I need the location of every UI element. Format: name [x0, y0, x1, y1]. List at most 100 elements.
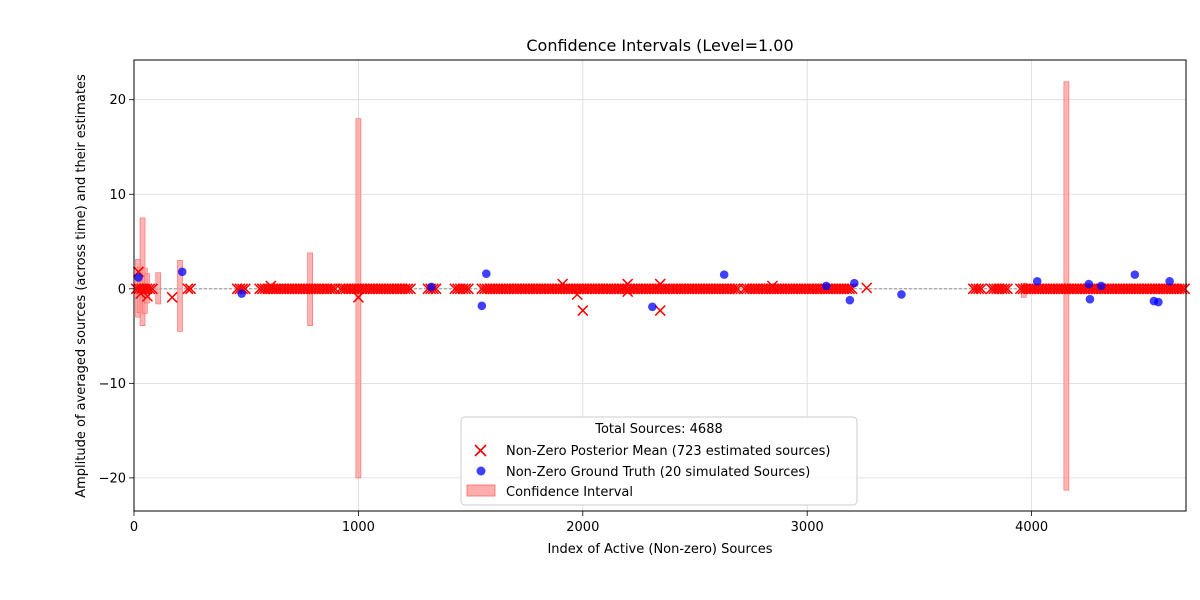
posterior-mean-point [394, 283, 406, 295]
posterior-mean-point [741, 283, 753, 295]
posterior-mean-point [790, 283, 802, 295]
posterior-mean-point [1152, 283, 1164, 295]
posterior-mean-point [645, 283, 658, 295]
posterior-mean-point [1119, 283, 1131, 295]
posterior-mean-point [726, 283, 738, 295]
posterior-mean-point [1149, 283, 1161, 295]
posterior-mean-point [340, 283, 352, 295]
plot-frame [133, 59, 1187, 512]
confidence-interval-bar [177, 260, 183, 332]
posterior-mean-point [760, 283, 772, 295]
posterior-mean-point [259, 283, 271, 295]
posterior-mean-point [738, 283, 750, 295]
posterior-mean-point [1157, 283, 1169, 295]
posterior-mean-point [307, 283, 320, 295]
posterior-mean-point [766, 280, 778, 292]
legend-entry-ground-truth: Non-Zero Ground Truth (20 simulated Sour… [506, 465, 810, 480]
posterior-mean-point [543, 283, 555, 295]
posterior-mean-point [749, 283, 761, 295]
posterior-mean-point [744, 283, 756, 295]
posterior-mean-point [265, 280, 277, 292]
posterior-mean-point [635, 283, 647, 295]
posterior-mean-point [718, 283, 730, 295]
posterior-mean-point [1017, 283, 1029, 295]
posterior-mean-point [454, 283, 466, 295]
posterior-mean-point [452, 283, 464, 295]
posterior-mean-point [492, 283, 504, 295]
posterior-mean-point [970, 283, 982, 295]
posterior-mean-point [637, 283, 649, 295]
posterior-mean-point [991, 283, 1003, 295]
ground-truth-markers [134, 267, 1174, 312]
posterior-mean-point [378, 283, 390, 295]
legend-box [460, 416, 858, 506]
posterior-mean-point [530, 283, 542, 295]
posterior-mean-point [1162, 283, 1175, 295]
posterior-mean-point [1171, 283, 1183, 295]
posterior-mean-point [487, 283, 499, 295]
posterior-mean-point [1130, 283, 1142, 295]
posterior-mean-point [967, 283, 979, 295]
posterior-mean-markers [130, 266, 1191, 317]
posterior-mean-point [519, 283, 531, 295]
posterior-mean-point [724, 283, 736, 295]
posterior-mean-point [675, 283, 687, 295]
posterior-mean-point [594, 283, 606, 295]
posterior-mean-point [1025, 283, 1037, 295]
ground-truth-point [850, 278, 859, 288]
posterior-mean-point [664, 283, 676, 295]
posterior-mean-point [605, 283, 617, 295]
posterior-mean-point [182, 283, 194, 295]
posterior-mean-point [1049, 283, 1061, 295]
posterior-mean-point [375, 283, 387, 295]
posterior-mean-point [841, 283, 853, 295]
axis-ticks: 0 1000 2000 3000 4000 −20 −10 0 10 20 [99, 93, 1049, 535]
posterior-mean-point [672, 283, 684, 295]
posterior-mean-point [546, 283, 558, 295]
posterior-mean-point [757, 283, 769, 295]
ground-truth-point [482, 269, 491, 278]
posterior-mean-point [662, 283, 674, 295]
legend: Total Sources: 4688 Non-Zero Posterior M… [460, 416, 858, 506]
posterior-mean-point [372, 283, 384, 295]
ground-truth-point [1084, 279, 1094, 289]
posterior-mean-point [1168, 283, 1180, 295]
posterior-mean-point [1146, 283, 1158, 295]
posterior-mean-point [838, 283, 850, 295]
posterior-mean-point [361, 283, 373, 295]
posterior-mean-point [800, 283, 812, 295]
posterior-mean-point [584, 283, 596, 295]
posterior-mean-point [516, 283, 528, 295]
posterior-mean-point [337, 283, 349, 295]
confidence-interval-bar [155, 272, 162, 305]
posterior-mean-point [532, 283, 544, 295]
posterior-mean-point [699, 283, 711, 295]
ground-truth-point [1085, 294, 1095, 304]
posterior-mean-point [476, 283, 488, 295]
posterior-mean-point [571, 288, 583, 301]
posterior-mean-point [396, 283, 408, 295]
posterior-mean-point [495, 283, 507, 295]
posterior-mean-point [254, 283, 266, 295]
posterior-mean-point [457, 283, 469, 295]
x-axis-label: Index of Active (Non-zero) Sources [547, 542, 772, 557]
ground-truth-point [1032, 276, 1042, 286]
posterior-mean-point [318, 283, 330, 295]
posterior-mean-point [680, 283, 693, 295]
posterior-mean-point [678, 283, 690, 295]
posterior-mean-point [643, 283, 655, 295]
posterior-mean-point [135, 288, 147, 300]
posterior-mean-point [316, 283, 328, 295]
posterior-mean-point [765, 283, 777, 295]
y-tick-label: 20 [109, 93, 126, 108]
posterior-mean-point [286, 283, 298, 295]
posterior-mean-point [1068, 283, 1080, 295]
posterior-mean-point [1036, 283, 1048, 295]
posterior-mean-point [985, 283, 997, 295]
posterior-mean-point [988, 283, 1000, 295]
posterior-mean-point [613, 283, 625, 295]
posterior-mean-point [321, 283, 333, 295]
posterior-mean-point [1125, 283, 1137, 295]
posterior-mean-point [386, 283, 398, 295]
